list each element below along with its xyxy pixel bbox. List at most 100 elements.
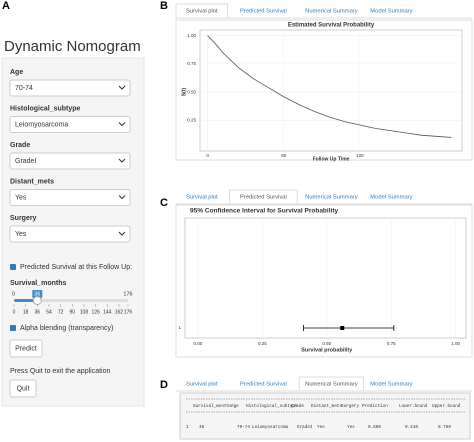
- select-box[interactable]: [9, 79, 131, 97]
- tab-label: Predicted Survival: [240, 9, 287, 15]
- column-header: Prediction: [362, 404, 388, 409]
- estimate-point: [340, 326, 345, 330]
- tab[interactable]: [299, 4, 364, 18]
- tab-label: Survival plot: [186, 382, 218, 388]
- input-label: Histological_subtype: [10, 105, 81, 112]
- x-tick-label: 0.00: [194, 341, 203, 346]
- cell: GradeI: [297, 425, 313, 430]
- cell: Leiomyosarcoma: [252, 425, 289, 430]
- predict-button[interactable]: [9, 339, 43, 358]
- slider-tick-label: 108: [80, 309, 89, 315]
- y-tick-label: 0.25: [187, 118, 196, 123]
- column-header: Survival_months: [193, 404, 232, 409]
- cell: 36: [199, 425, 205, 430]
- quit-label: Quit: [17, 385, 30, 392]
- slider-tick-label: 72: [58, 309, 64, 315]
- slider-handle[interactable]: [32, 296, 42, 305]
- x-tick-label: 0.75: [387, 341, 396, 346]
- select-arrow: [118, 122, 126, 127]
- select-box[interactable]: [9, 225, 131, 243]
- plot-area: [199, 29, 463, 152]
- tab[interactable]: [176, 190, 228, 204]
- slider-max: 176: [123, 291, 132, 297]
- slider-tick-label: 18: [23, 309, 29, 315]
- select-value: GradeI: [15, 158, 36, 165]
- panel-label: B: [160, 0, 168, 12]
- y-tick-label: 0.75: [187, 61, 196, 66]
- row-index: 1: [186, 425, 189, 430]
- plot-title: Estimated Survival Probability: [288, 23, 375, 29]
- cell: 70-74: [237, 425, 250, 430]
- tab[interactable]: [176, 377, 228, 391]
- checkbox[interactable]: [10, 325, 16, 331]
- x-tick-label: 0.25: [258, 341, 267, 346]
- x-axis-label: Follow Up Time: [313, 156, 350, 162]
- select-box[interactable]: [9, 152, 131, 170]
- plot-area: [184, 217, 467, 339]
- slider-tick-label: 0: [13, 309, 16, 315]
- tab[interactable]: [365, 4, 418, 18]
- checkbox[interactable]: [10, 264, 16, 270]
- slider-tick-label: 126: [91, 309, 100, 315]
- column-header: Grade: [291, 404, 304, 409]
- select-arrow: [118, 231, 126, 236]
- panel-label: D: [160, 379, 168, 391]
- tab-label: Model Summary: [370, 9, 412, 15]
- slider-track: [14, 299, 128, 302]
- tab-label: Model Summary: [370, 195, 412, 201]
- select-arrow: [118, 158, 126, 163]
- tab[interactable]: [365, 190, 418, 204]
- input-label: Distant_mets: [10, 178, 54, 185]
- tab-label: Survival plot: [186, 195, 218, 201]
- tab[interactable]: [229, 4, 298, 18]
- select-box[interactable]: [9, 189, 131, 206]
- select-arrow: [118, 85, 126, 90]
- tab[interactable]: [365, 377, 418, 391]
- tab-label: Predicted Survival: [240, 382, 287, 388]
- column-header: Lower.bound: [399, 404, 428, 409]
- slider-tick-label: 162: [115, 309, 124, 315]
- slider-min: 0: [12, 291, 15, 297]
- tab-label: Model Summary: [370, 382, 412, 388]
- tab-label: Numerical Summary: [305, 9, 358, 15]
- select-box[interactable]: [9, 116, 131, 133]
- tab-label: Numerical Summary: [305, 195, 358, 201]
- tab-label: Survival plot: [186, 9, 218, 15]
- tab[interactable]: [299, 190, 364, 204]
- tab[interactable]: [229, 377, 298, 391]
- checkbox-label: Alpha blending (transparency): [20, 325, 113, 332]
- quit-button[interactable]: [9, 379, 37, 398]
- select-arrow: [118, 195, 126, 200]
- x-tick-label: 50: [281, 153, 287, 158]
- y-tick-label: 1.00: [187, 33, 196, 38]
- x-tick-label: 100: [356, 153, 364, 158]
- column-header: Upper.bound: [432, 404, 461, 409]
- x-axis-label: Survival probability: [301, 347, 353, 353]
- column-header: Distant_mets: [311, 404, 342, 409]
- cell: 0.560: [368, 425, 381, 430]
- cell: 0.410: [405, 425, 418, 430]
- slider-tick-label: 176: [124, 309, 133, 315]
- select-value: Leiomyosarcoma: [15, 121, 68, 128]
- slider-value: 36: [34, 291, 40, 297]
- panel-label: C: [160, 197, 168, 209]
- select-value: Yes: [15, 231, 27, 238]
- slider-tick-label: 90: [70, 309, 76, 315]
- slider-tick-label: 144: [103, 309, 112, 315]
- predict-label: Predict: [15, 345, 37, 352]
- cell: Yes: [317, 425, 325, 430]
- checkbox-label: Predicted Survival at this Follow Up:: [20, 264, 132, 271]
- select-value: 70-74: [15, 85, 33, 92]
- survival-curve: [207, 35, 452, 138]
- app-title: Dynamic Nomogram: [4, 38, 141, 55]
- column-header: Surgery: [341, 404, 359, 409]
- column-header: Age: [231, 404, 239, 409]
- summary-box: [179, 392, 471, 440]
- plot-title: 95% Confidence Interval for Survival Pro…: [190, 208, 338, 215]
- slider-tick-label: 36: [35, 309, 41, 315]
- x-tick-label: 1.00: [451, 341, 460, 346]
- quit-note: Press Quit to exit the application: [10, 368, 110, 375]
- input-label: Surgery: [10, 215, 37, 222]
- input-label: Age: [10, 69, 23, 76]
